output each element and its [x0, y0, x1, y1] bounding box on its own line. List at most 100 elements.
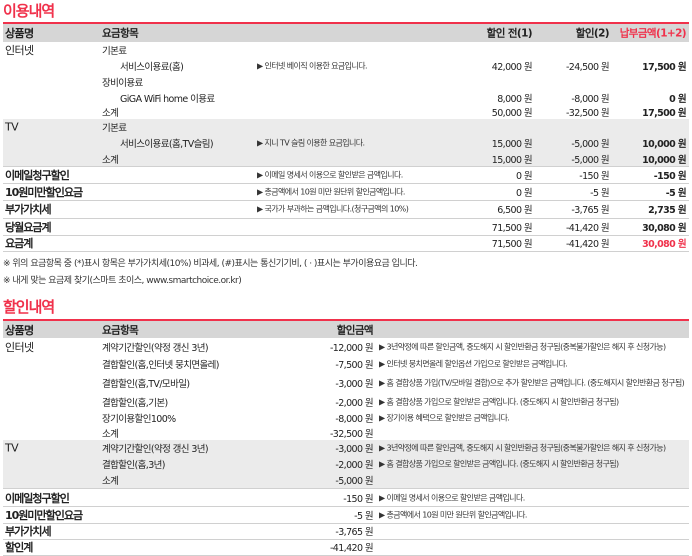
amount: -32,500 원	[565, 108, 610, 119]
amount: -5,000 원	[571, 139, 609, 150]
amount: -5,000 원	[571, 154, 609, 166]
item-label: 인터넷	[5, 340, 34, 354]
table-row: 결합할인(홈,TV/모바일) -3,000 원 ▶ 홈 결합상품 가입(TV/모바일…	[3, 372, 689, 394]
column-header: 요금항목	[102, 324, 139, 336]
table-row: 소계 15,000 원 -5,000 원 10,000 원	[3, 151, 689, 167]
amount: -8,000 원	[571, 93, 609, 105]
description: ▶ 인터넷 뭉치면올레 할인옵션 가입으로 할인받은 금액입니다.	[379, 359, 568, 368]
table-row: 10원미만할인요금 ▶ 총금액에서 10원 미만 원단위 할인금액입니다. 0 원 -…	[3, 183, 689, 201]
item-label: 소계	[102, 476, 119, 487]
column-header: 상품명	[5, 27, 34, 40]
description: ▶ 총금액에서 10원 미만 원단위 할인금액입니다.	[379, 510, 527, 519]
note: ※ 위의 요금항목 중 (*)표시 항목은 부가가치세(10%) 비과세, (#…	[3, 259, 418, 269]
table-row: 인터넷 계약기간할인(약정 갱신 3년) -12,000 원 ▶ 3년약정에 따른 할…	[3, 338, 689, 355]
description: ▶ 국가가 부과하는 금액입니다.(청구금액의 10%)	[257, 204, 409, 214]
amount: -24,500 원	[565, 62, 610, 73]
amount: -7,500 원	[335, 359, 373, 371]
table-row: 서비스이용료(홈) ▶ 인터넷 베이직 이용한 요금입니다. 42,000 원 -24…	[3, 58, 689, 74]
description: ▶ 인터넷 베이직 이용한 요금입니다.	[257, 61, 368, 71]
item-label: 기본료	[102, 123, 127, 134]
column-header: 할인금액	[336, 324, 374, 336]
item-label: 10원미만할인요금	[5, 185, 83, 199]
table-header: 상품명 요금항목 할인금액	[3, 321, 689, 338]
item-label: 이메일청구할인	[5, 491, 70, 505]
amount: -3,765 원	[335, 527, 373, 538]
item-label: 장비이용료	[102, 78, 143, 89]
amount: -150 원	[343, 493, 373, 505]
amount: -12,000 원	[329, 342, 374, 354]
amount: -150 원	[579, 170, 609, 182]
item-label: 결합할인(홈,인터넷 뭉치면올레)	[102, 359, 219, 371]
item-label: 장기이용할인100%	[102, 413, 176, 425]
note: ※ 내게 맞는 요금제 찾기(스마트 초이스, www.smartchoice.…	[3, 276, 242, 286]
column-header: 납부금액(1+2)	[619, 27, 687, 40]
item-label: 계약기간할인(약정 갱신 3년)	[102, 342, 209, 354]
amount: 0 원	[515, 170, 533, 182]
discount-title: 할인내역	[3, 298, 55, 316]
description: ▶ 이메일 명세서 이용으로 할인받은 금액입니다.	[379, 493, 525, 502]
amount: 8,000 원	[497, 93, 532, 105]
amount: -2,000 원	[335, 398, 373, 409]
amount: 30,080 원	[642, 239, 687, 250]
amount: 6,500 원	[497, 205, 532, 216]
table-row: 장비이용료	[3, 74, 689, 90]
description: ▶ 홈 결합상품 가입(TV/모바일 결합)으로 추가 할인받은 금액입니다. …	[379, 378, 685, 388]
table-row: 서비스이용료(홈,TV슬림) ▶ 지니 TV 슬림 이용한 요금입니다. 15,00…	[3, 135, 689, 151]
description: ▶ 홈 결합상품 가입으로 할인받은 금액입니다. (중도해지 시 할인반환금 …	[379, 459, 619, 469]
item-label: 부가가치세	[5, 203, 52, 216]
amount: -5 원	[665, 187, 687, 199]
table-header: 상품명 요금항목 할인 전(1) 할인(2) 납부금액(1+2)	[3, 24, 689, 42]
amount: 0 원	[669, 93, 686, 105]
table-row: GiGA WiFi home 이용료 8,000 원 -8,000 원 0 원	[3, 90, 689, 105]
amount: 30,080 원	[642, 222, 687, 234]
amount: 15,000 원	[491, 139, 533, 150]
usage-title: 이용내역	[3, 2, 55, 20]
amount: 71,500 원	[491, 239, 533, 250]
item-label: TV	[5, 441, 19, 455]
divider	[3, 22, 689, 24]
table-row: 장기이용할인100% -8,000 원 ▶ 장기이용 혜택으로 할인받은 금액입니다…	[3, 410, 689, 425]
amount: -5,000 원	[335, 476, 373, 487]
table-row: 이메일청구할인 -150 원 ▶ 이메일 명세서 이용으로 할인받은 금액입니다.	[3, 489, 689, 507]
amount: -5 원	[354, 510, 373, 522]
item-label: 부가가치세	[5, 525, 52, 538]
amount: 10,000 원	[642, 139, 687, 150]
item-label: 결합할인(홈,3년)	[102, 460, 166, 471]
amount: 15,000 원	[491, 154, 533, 166]
table-row: TV 계약기간할인(약정 갱신 3년) -3,000 원 ▶ 3년약정에 따른 할인금…	[3, 440, 689, 456]
table-row: 소계 50,000 원 -32,500 원 17,500 원	[3, 105, 689, 120]
amount: 17,500 원	[642, 62, 687, 73]
amount: -3,000 원	[335, 444, 373, 455]
column-header: 상품명	[5, 323, 34, 337]
table-row: 당월요금계 71,500 원 -41,420 원 30,080 원	[3, 218, 689, 236]
item-label: 소계	[102, 428, 119, 440]
amount: 2,735 원	[648, 205, 687, 216]
item-label: 계약기간할인(약정 갱신 3년)	[102, 444, 209, 455]
item-label: 요금계	[5, 237, 33, 250]
amount: 0 원	[515, 187, 533, 199]
table-row: TV 기본료	[3, 119, 689, 135]
amount: 10,000 원	[642, 154, 687, 166]
amount: -3,765 원	[571, 205, 609, 216]
table-row: 요금계 71,500 원 -41,420 원 30,080 원	[3, 235, 689, 252]
amount: 71,500 원	[491, 222, 533, 234]
item-label: 10원미만할인요금	[5, 508, 83, 522]
amount: 17,500 원	[642, 108, 687, 119]
column-header: 할인(2)	[575, 27, 610, 40]
description: ▶ 홈 결합상품 가입으로 할인받은 금액입니다. (중도해지 시 할인반환금 …	[379, 397, 619, 407]
description: ▶ 장기이용 혜택으로 할인받은 금액입니다.	[379, 413, 510, 422]
divider	[3, 319, 689, 321]
item-label: GiGA WiFi home 이용료	[120, 93, 215, 105]
item-label: 서비스이용료(홈,TV슬림)	[120, 139, 214, 150]
item-label: TV	[5, 120, 19, 134]
description: ▶ 이메일 명세서 이용으로 할인받은 금액입니다.	[257, 170, 403, 179]
description: ▶ 3년약정에 따른 할인금액, 중도해지 시 할인반환금 청구됨(중복불가할인…	[379, 443, 666, 453]
amount: -41,420 원	[329, 543, 374, 554]
amount: -8,000 원	[335, 413, 373, 425]
table-row: 소계 -32,500 원	[3, 425, 689, 441]
table-row: 결합할인(홈,인터넷 뭉치면올레) -7,500 원 ▶ 인터넷 뭉치면올레 할인옵…	[3, 355, 689, 372]
item-label: 당월요금계	[5, 220, 52, 234]
item-label: 이메일청구할인	[5, 168, 70, 182]
table-row: 할인계 -41,420 원	[3, 539, 689, 556]
amount: -41,420 원	[565, 222, 610, 234]
